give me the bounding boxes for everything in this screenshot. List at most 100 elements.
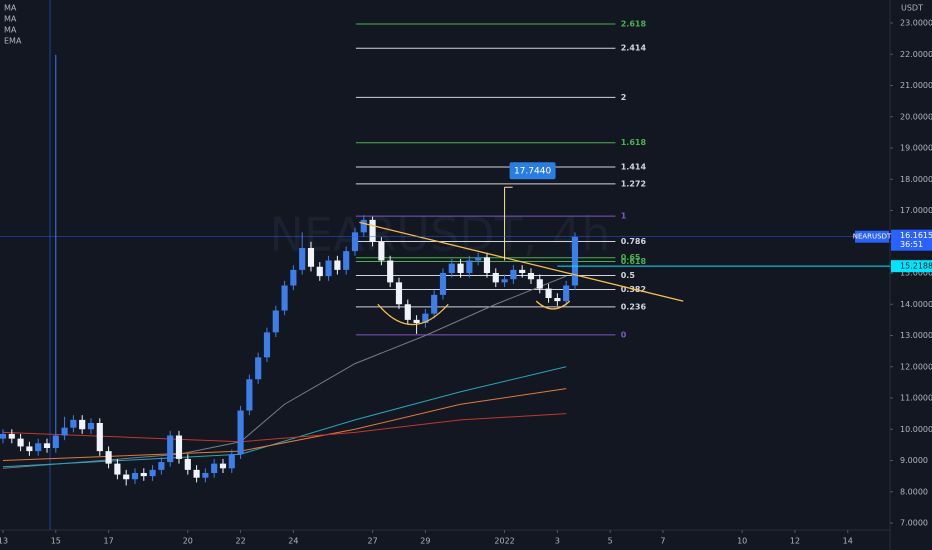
- candle-body: [343, 251, 350, 270]
- candle-body: [0, 433, 7, 439]
- fib-label: 1.272: [621, 179, 646, 188]
- symbol-label: NEARUSDT: [853, 233, 892, 241]
- candle-body: [501, 279, 508, 283]
- candle-body: [395, 282, 403, 305]
- level-label: 15.2188: [900, 262, 932, 271]
- candle-body: [316, 266, 323, 277]
- price-tag: [891, 229, 932, 251]
- y-tick-label: 20.0000: [900, 112, 932, 121]
- candle-body: [334, 260, 341, 270]
- fib-label: 0.5: [621, 271, 636, 280]
- countdown: 36:51: [900, 240, 923, 249]
- x-tick-label: 3: [555, 537, 560, 546]
- candle-body: [378, 241, 385, 261]
- last-price-label: 16.1615: [900, 231, 932, 240]
- trendline: [359, 221, 684, 302]
- ma-line: [2, 275, 567, 469]
- callout-box: [509, 162, 556, 180]
- y-tick-label: 14.0000: [900, 300, 932, 309]
- candle-body: [492, 273, 499, 283]
- candle-body: [35, 443, 42, 452]
- y-tick-label: 7.0000: [900, 519, 928, 528]
- watermark: NEARUSDT, 4h: [270, 208, 611, 262]
- candle-body: [448, 263, 455, 273]
- y-tick-label: 21.0000: [900, 81, 932, 90]
- y-tick-label: 8.0000: [900, 487, 928, 496]
- fib-label: 1.618: [621, 138, 647, 147]
- candle-body: [26, 446, 33, 452]
- x-tick-label: 24: [288, 537, 298, 546]
- y-tick-label: 23.0000: [900, 19, 932, 28]
- x-tick-label: 13: [0, 537, 8, 546]
- candle-body: [519, 269, 526, 273]
- legend-entry: MA: [4, 4, 17, 13]
- pattern-arc: [377, 303, 449, 326]
- candle-body: [299, 248, 306, 270]
- y-tick-label: 18.0000: [900, 175, 932, 184]
- candle-body: [158, 462, 165, 470]
- candle-body: [79, 419, 86, 430]
- callout-label: 17.7440: [514, 166, 551, 176]
- candle-body: [202, 473, 209, 478]
- candle-body: [413, 319, 420, 323]
- y-tick-label: 11.0000: [900, 394, 932, 403]
- candle-body: [87, 423, 95, 430]
- candle-body: [219, 463, 227, 469]
- fib-label: 0.786: [621, 237, 647, 246]
- symbol-tag: [855, 230, 889, 243]
- fib-label: 2: [621, 93, 627, 102]
- candle-body: [255, 357, 262, 380]
- candle-body: [475, 257, 482, 261]
- y-tick-label: 17.0000: [900, 206, 932, 215]
- candle-body: [369, 219, 376, 242]
- candle-body: [554, 298, 561, 302]
- candle-body: [105, 451, 112, 464]
- candle-body: [61, 427, 68, 436]
- candle-body: [439, 273, 447, 295]
- candle-body: [360, 219, 367, 233]
- y-tick-label: 12.0000: [900, 362, 932, 371]
- candle-body: [281, 285, 288, 311]
- fib-label: 1.414: [621, 162, 647, 171]
- candle-body: [175, 435, 183, 459]
- y-tick-label: 15.0000: [900, 269, 932, 278]
- x-tick-label: 12: [790, 537, 800, 546]
- x-tick-label: 29: [420, 537, 430, 546]
- fib-label: 2.414: [621, 44, 647, 53]
- candle-body: [167, 435, 174, 463]
- candle-body: [431, 294, 438, 314]
- fib-label: 0: [621, 330, 627, 339]
- fib-label: 0.618: [621, 257, 647, 266]
- x-tick-label: 20: [183, 537, 193, 546]
- y-tick-label: 10.0000: [900, 425, 932, 434]
- candle-body: [17, 438, 24, 447]
- legend-entry: MA: [4, 26, 17, 35]
- candle-body: [140, 473, 147, 477]
- candle-body: [307, 248, 315, 267]
- candle-body: [184, 458, 191, 470]
- candle-body: [228, 454, 235, 469]
- candle-body: [52, 435, 59, 448]
- candle-body: [563, 285, 570, 302]
- candle-body: [272, 310, 279, 333]
- candle-body: [536, 279, 543, 289]
- candle-body: [114, 463, 121, 475]
- candle-body: [43, 443, 51, 448]
- legend-entry: EMA: [4, 37, 22, 46]
- candle-body: [96, 423, 103, 452]
- fib-label: 0.65: [621, 253, 641, 262]
- y-tick-label: 22.0000: [900, 50, 932, 59]
- candle-body: [457, 263, 464, 273]
- x-tick-label: 5: [608, 537, 613, 546]
- level-tag: [891, 260, 932, 273]
- candle-body: [193, 469, 200, 478]
- candle-body: [422, 313, 429, 323]
- y-tick-label: 9.0000: [900, 456, 928, 465]
- ma-line: [2, 388, 567, 461]
- x-tick-label: 14: [843, 537, 853, 546]
- candle-body: [246, 379, 253, 411]
- x-tick-label: 22: [235, 537, 245, 546]
- candle-body: [325, 260, 332, 277]
- candle-body: [149, 469, 156, 477]
- candle-body: [510, 269, 517, 280]
